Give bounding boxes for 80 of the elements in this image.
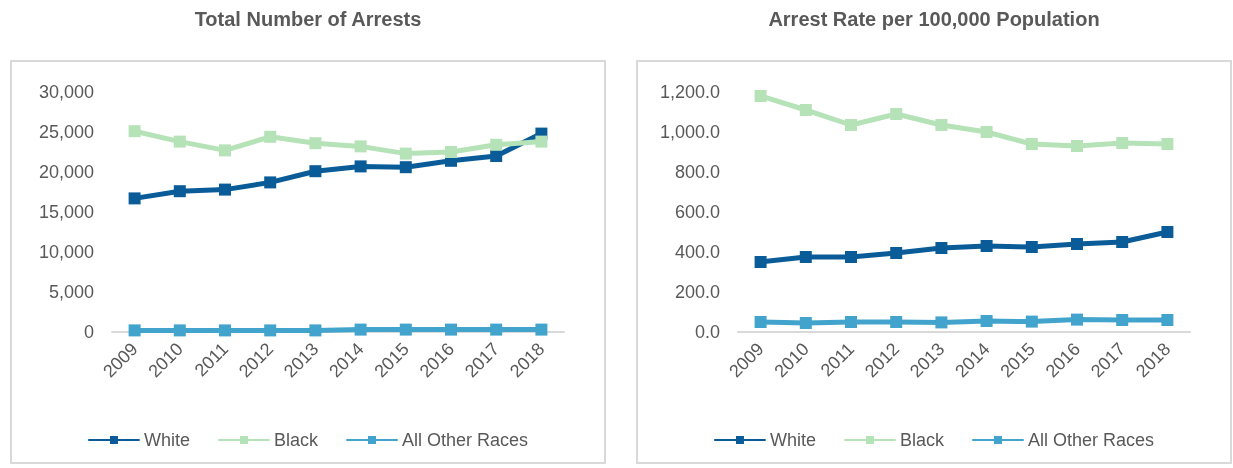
- point: [799, 317, 812, 329]
- legend-label: White: [769, 430, 816, 450]
- point: [935, 242, 948, 254]
- point: [1116, 137, 1129, 149]
- point: [1025, 241, 1038, 253]
- point: [1161, 138, 1174, 150]
- y-tick-label: 15,000: [38, 202, 94, 222]
- legend-label: All Other Races: [401, 430, 529, 450]
- point: [128, 324, 141, 337]
- y-tick-label: 200.0: [674, 282, 720, 302]
- point: [980, 126, 993, 138]
- point: [399, 323, 412, 336]
- point: [1025, 138, 1038, 150]
- y-tick-label: 0.0: [694, 322, 720, 342]
- point: [309, 324, 322, 337]
- point: [490, 150, 503, 162]
- y-tick-label: 600.0: [674, 202, 720, 222]
- point: [935, 316, 948, 329]
- point: [799, 104, 812, 116]
- point: [754, 316, 767, 328]
- point: [309, 165, 322, 178]
- point: [445, 146, 457, 158]
- chart-title: Total Number of Arrests: [193, 8, 423, 31]
- y-tick-label: 25,000: [38, 122, 94, 142]
- point: [309, 137, 322, 150]
- point: [445, 323, 457, 336]
- legend-label: White: [143, 430, 190, 450]
- point: [490, 138, 503, 151]
- point: [1116, 314, 1129, 326]
- point: [173, 135, 186, 148]
- point: [219, 183, 231, 196]
- point: [490, 323, 503, 336]
- point: [845, 251, 857, 263]
- point: [1071, 238, 1083, 250]
- legend-label: Black: [899, 430, 945, 450]
- point: [128, 125, 141, 138]
- point: [399, 161, 412, 174]
- point: [1071, 313, 1083, 326]
- point: [980, 240, 993, 252]
- point: [890, 247, 903, 259]
- point: [1025, 315, 1038, 328]
- y-tick-label: 400.0: [674, 242, 720, 262]
- y-tick-label: 800.0: [674, 162, 720, 182]
- point: [219, 324, 231, 337]
- legend-label: Black: [273, 430, 319, 450]
- point: [890, 316, 903, 328]
- point: [845, 316, 857, 328]
- point: [1161, 314, 1174, 326]
- point: [890, 108, 903, 120]
- point: [399, 147, 412, 160]
- legend-label: All Other Races: [1027, 430, 1155, 450]
- point: [264, 130, 277, 143]
- chart-title: Arrest Rate per 100,000 Population: [767, 8, 1101, 31]
- y-tick-label: 30,000: [38, 82, 94, 102]
- y-tick-label: 5,000: [48, 282, 94, 302]
- point: [1116, 236, 1129, 248]
- y-tick-label: 10,000: [38, 242, 94, 262]
- y-tick-label: 0: [83, 322, 94, 342]
- point: [354, 160, 367, 173]
- point: [754, 90, 767, 102]
- point: [754, 256, 767, 268]
- point: [980, 315, 993, 327]
- point: [128, 192, 141, 205]
- point: [1161, 226, 1174, 238]
- point: [935, 119, 948, 131]
- point: [354, 140, 367, 153]
- point: [354, 323, 367, 336]
- point: [535, 135, 548, 148]
- y-tick-label: 20,000: [38, 162, 94, 182]
- point: [264, 324, 277, 337]
- y-tick-label: 1,200.0: [659, 82, 720, 102]
- point: [173, 324, 186, 337]
- point: [173, 185, 186, 198]
- point: [264, 176, 277, 189]
- point: [799, 251, 812, 263]
- point: [1071, 140, 1083, 152]
- point: [219, 144, 231, 157]
- point: [535, 323, 548, 336]
- y-tick-label: 1,000.0: [659, 122, 720, 142]
- point: [845, 119, 857, 131]
